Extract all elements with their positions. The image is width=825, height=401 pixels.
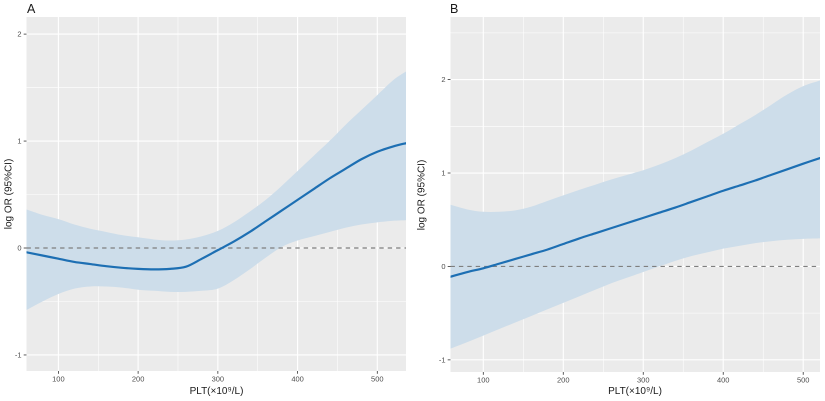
x-tick-label: 500 (371, 375, 384, 384)
fit-line (26, 142, 406, 271)
chart-b-svg: 100 200 300 400 500 2 1 0 -1 B PLT(×10⁹/L) log O… (417, 2, 820, 397)
y-tick-label: 1 (17, 137, 21, 146)
chart-panel-a: 100 200 300 400 500 2 1 0 -1 A PLT(×10⁹/L) log O… (0, 0, 412, 401)
y-axis-title-a: log OR (95%CI) (4, 159, 15, 230)
chart-panel-b: 100 200 300 400 500 2 1 0 -1 B PLT(×10⁹/L) log O… (413, 0, 825, 401)
y-tick-label: 1 (441, 169, 445, 178)
x-tick-label: 500 (797, 376, 810, 385)
x-tick-label: 300 (212, 375, 225, 384)
fit-line (450, 156, 820, 278)
y-tick-label: 0 (441, 262, 445, 271)
y-axis-title-b: log OR (95%CI) (417, 160, 428, 231)
y-tick-label: -1 (439, 355, 446, 364)
x-tick-label: 200 (132, 375, 145, 384)
x-tick-label: 100 (477, 376, 490, 385)
chart-a-svg: 100 200 300 400 500 2 1 0 -1 A PLT(×10⁹/L) log O… (4, 2, 406, 397)
panel-label-b: B (450, 2, 458, 16)
y-tick-label: 2 (441, 75, 445, 84)
panel-label-a: A (27, 2, 36, 16)
confidence-band (450, 80, 820, 349)
plot-area-b: 100 200 300 400 500 2 1 0 -1 (439, 17, 820, 385)
x-tick-label: 300 (637, 376, 650, 385)
x-tick-label: 200 (557, 376, 570, 385)
x-tick-label: 400 (291, 375, 304, 384)
confidence-band (26, 71, 406, 311)
x-axis-title-b: PLT(×10⁹/L) (608, 386, 662, 397)
y-tick-label: -1 (15, 350, 22, 359)
x-tick-label: 100 (52, 375, 65, 384)
plot-area-a: 100 200 300 400 500 2 1 0 -1 (15, 17, 406, 384)
y-tick-label: 2 (17, 30, 21, 39)
x-axis-title-a: PLT(×10⁹/L) (190, 386, 244, 397)
x-tick-label: 400 (717, 376, 730, 385)
y-tick-label: 0 (17, 244, 21, 253)
